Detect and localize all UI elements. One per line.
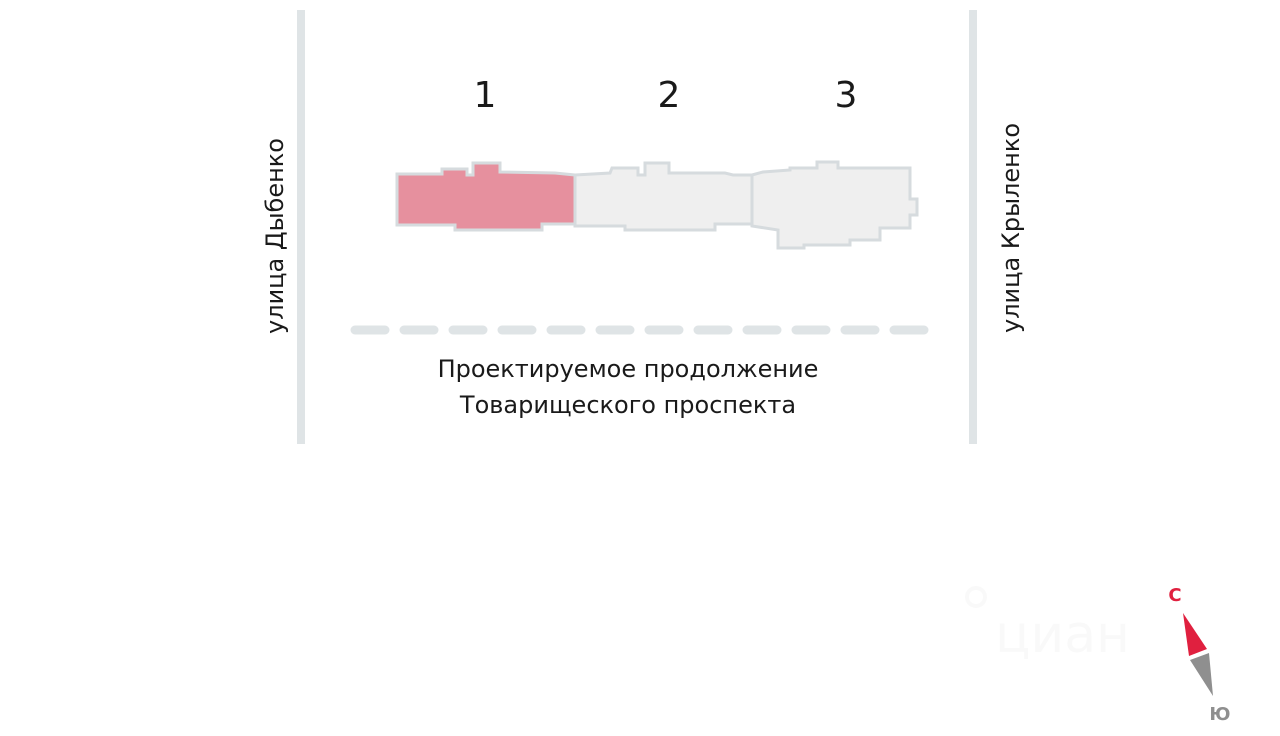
compass: С Ю (1168, 585, 1230, 725)
building-2[interactable] (573, 161, 754, 232)
building-2-number[interactable]: 2 (658, 75, 681, 116)
street-bottom-label-1: Проектируемое продолжение (438, 355, 819, 383)
building-3[interactable] (750, 160, 919, 250)
building-3-number[interactable]: 3 (835, 75, 858, 116)
compass-north-arrow-icon (1183, 613, 1207, 656)
watermark-logo: циан (965, 586, 1130, 665)
building-1-number[interactable]: 1 (474, 75, 497, 116)
road-right (969, 10, 977, 444)
road-left (297, 10, 305, 444)
compass-south-arrow-icon (1190, 653, 1213, 696)
street-right-label: улица Крыленко (997, 123, 1025, 333)
street-left-label: улица Дыбенко (261, 138, 289, 334)
compass-south-label: Ю (1209, 704, 1230, 725)
building-1-selected[interactable] (395, 161, 577, 232)
svg-text:циан: циан (995, 605, 1130, 665)
street-bottom-label-2: Товарищеского проспекта (459, 391, 796, 419)
compass-north-label: С (1168, 585, 1181, 606)
